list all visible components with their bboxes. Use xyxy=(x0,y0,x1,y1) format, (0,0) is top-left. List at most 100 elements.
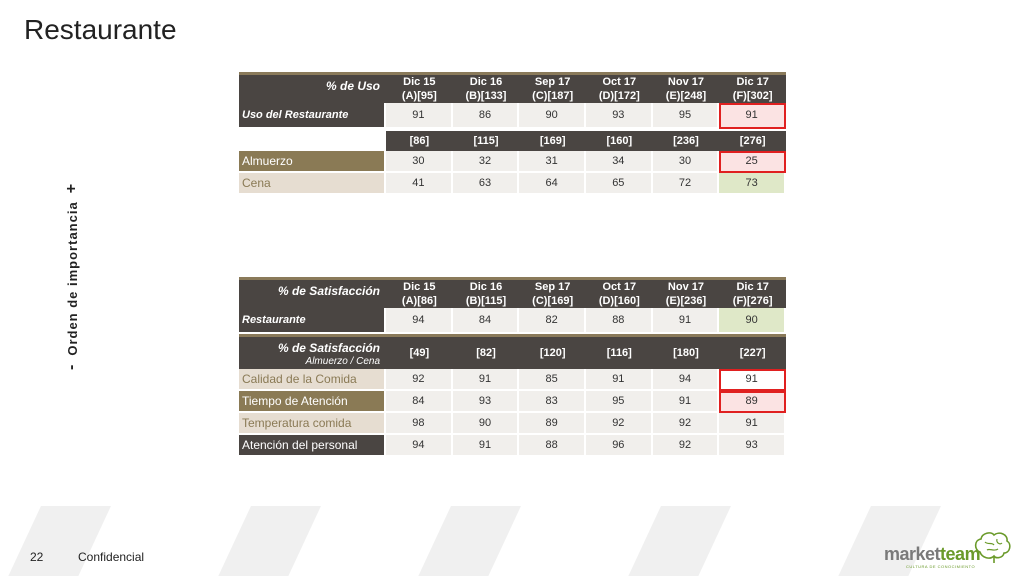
usage-header-label: % de Uso xyxy=(239,72,387,103)
table-cell: 98 xyxy=(386,413,453,435)
table-cell: 32 xyxy=(452,151,520,173)
satisfaction-col-header: Oct 17 (D)[160] xyxy=(585,277,653,308)
usage-col-header: Nov 17 (E)[248] xyxy=(652,72,720,103)
table-row: Atención del personal 94 91 88 96 92 93 xyxy=(239,435,786,457)
table-cell: 91 xyxy=(652,391,720,413)
usage-col-header: Dic 17 (F)[302] xyxy=(719,72,786,103)
table-cell: 91 xyxy=(652,308,720,334)
confidential-label: Confidencial xyxy=(78,550,145,564)
company-logo: marketteam CULTURA DE CONOCIMIENTO xyxy=(884,530,1014,570)
table-cell: 94 xyxy=(652,369,720,391)
table-cell: 94 xyxy=(386,435,453,457)
table-cell: 91 xyxy=(719,413,786,435)
table-cell: 34 xyxy=(585,151,653,173)
base-cell: [227] xyxy=(719,334,786,369)
row-label: Atención del personal xyxy=(239,435,387,457)
base-cell: [236] xyxy=(652,129,720,151)
page-number: 22 xyxy=(30,550,44,564)
satisfaction-col-header: Dic 17 (F)[276] xyxy=(719,277,786,308)
usage-col-header: Dic 16 (B)[133] xyxy=(452,72,520,103)
table-cell: 96 xyxy=(585,435,653,457)
table-cell: 89 xyxy=(519,413,586,435)
table-cell: 72 xyxy=(652,173,720,195)
table-row: Calidad de la Comida 92 91 85 91 94 91 xyxy=(239,369,786,391)
logo-wordmark: marketteam xyxy=(884,544,981,564)
table-cell: 90 xyxy=(452,413,520,435)
table-cell: 30 xyxy=(386,151,453,173)
importance-axis-label: - Orden de importancia + xyxy=(60,170,84,370)
satisfaction-header-row: % de Satisfacción Dic 15 (A)[86] Dic 16 (B… xyxy=(239,277,786,308)
satisfaction-col-header: Dic 15 (A)[86] xyxy=(386,277,453,308)
table-row: Restaurante 94 84 82 88 91 90 xyxy=(239,308,786,334)
table-cell: 91 xyxy=(452,435,520,457)
satisfaction-subheader-row: % de Satisfacción Almuerzo / Cena [49] [… xyxy=(239,334,786,369)
table-cell: 92 xyxy=(652,435,720,457)
table-cell: 92 xyxy=(585,413,653,435)
row-label: Cena xyxy=(239,173,387,195)
logo-tagline: CULTURA DE CONOCIMIENTO xyxy=(906,564,976,569)
importance-label-text: Orden de importancia xyxy=(64,201,80,356)
usage-header-row: % de Uso Dic 15 (A)[95] Dic 16 (B)[133] Se… xyxy=(239,72,786,103)
table-cell: 84 xyxy=(452,308,520,334)
table-row: Cena 41 63 64 65 72 73 xyxy=(239,173,786,195)
table-cell: 92 xyxy=(652,413,720,435)
table-cell: 41 xyxy=(386,173,453,195)
table-cell: 95 xyxy=(652,103,720,129)
table-cell: 91 xyxy=(452,369,520,391)
table-cell: 31 xyxy=(519,151,586,173)
base-cell: [115] xyxy=(452,129,520,151)
base-cell: [86] xyxy=(386,129,453,151)
base-cell: [49] xyxy=(386,334,453,369)
row-label: Almuerzo xyxy=(239,151,387,173)
table-row: Uso del Restaurante 91 86 90 93 95 91 xyxy=(239,103,786,129)
base-cell: [116] xyxy=(585,334,653,369)
minus-sign: - xyxy=(63,363,80,370)
table-cell: 82 xyxy=(519,308,586,334)
usage-table: % de Uso Dic 15 (A)[95] Dic 16 (B)[133] Se… xyxy=(239,72,786,195)
base-cell: [82] xyxy=(452,334,520,369)
table-cell: 90 xyxy=(519,103,586,129)
table-cell: 88 xyxy=(519,435,586,457)
table-cell-highlighted: 91 xyxy=(719,369,786,391)
table-cell: 65 xyxy=(585,173,653,195)
satisfaction-subheader-label: % de Satisfacción Almuerzo / Cena xyxy=(239,334,387,369)
row-label: Restaurante xyxy=(239,308,387,334)
satisfaction-header-label: % de Satisfacción xyxy=(239,277,387,308)
plus-sign: + xyxy=(63,182,80,194)
table-cell: 91 xyxy=(386,103,453,129)
table-cell: 88 xyxy=(585,308,653,334)
brain-icon xyxy=(974,532,1011,563)
background-watermark xyxy=(0,506,1024,576)
base-cell: [180] xyxy=(652,334,720,369)
table-cell: 63 xyxy=(452,173,520,195)
empty-cell xyxy=(239,129,387,151)
satisfaction-col-header: Sep 17 (C)[169] xyxy=(519,277,586,308)
table-cell: 95 xyxy=(585,391,653,413)
table-row: Almuerzo 30 32 31 34 30 25 xyxy=(239,151,786,173)
table-cell-highlighted: 91 xyxy=(719,103,786,129)
table-cell-highlighted: 25 xyxy=(719,151,786,173)
base-cell: [169] xyxy=(519,129,586,151)
satisfaction-table: % de Satisfacción Dic 15 (A)[86] Dic 16 (B… xyxy=(239,277,786,457)
table-cell-highlighted: 73 xyxy=(719,173,786,195)
satisfaction-col-header: Nov 17 (E)[236] xyxy=(652,277,720,308)
table-row: Temperatura comida 98 90 89 92 92 91 xyxy=(239,413,786,435)
table-cell: 93 xyxy=(452,391,520,413)
usage-col-header: Oct 17 (D)[172] xyxy=(585,72,653,103)
base-cell: [120] xyxy=(519,334,586,369)
table-cell-highlighted: 90 xyxy=(719,308,786,334)
table-cell: 93 xyxy=(719,435,786,457)
usage-bases-row: [86] [115] [169] [160] [236] [276] xyxy=(239,129,786,151)
table-row: Tiempo de Atención 84 93 83 95 91 89 xyxy=(239,391,786,413)
page-title: Restaurante xyxy=(24,14,177,45)
table-cell: 94 xyxy=(386,308,453,334)
row-label: Uso del Restaurante xyxy=(239,103,387,129)
table-cell: 93 xyxy=(585,103,653,129)
base-cell: [160] xyxy=(585,129,653,151)
table-cell: 84 xyxy=(386,391,453,413)
table-cell: 92 xyxy=(386,369,453,391)
usage-col-header: Dic 15 (A)[95] xyxy=(386,72,453,103)
table-cell: 30 xyxy=(652,151,720,173)
table-cell: 64 xyxy=(519,173,586,195)
base-cell: [276] xyxy=(719,129,786,151)
